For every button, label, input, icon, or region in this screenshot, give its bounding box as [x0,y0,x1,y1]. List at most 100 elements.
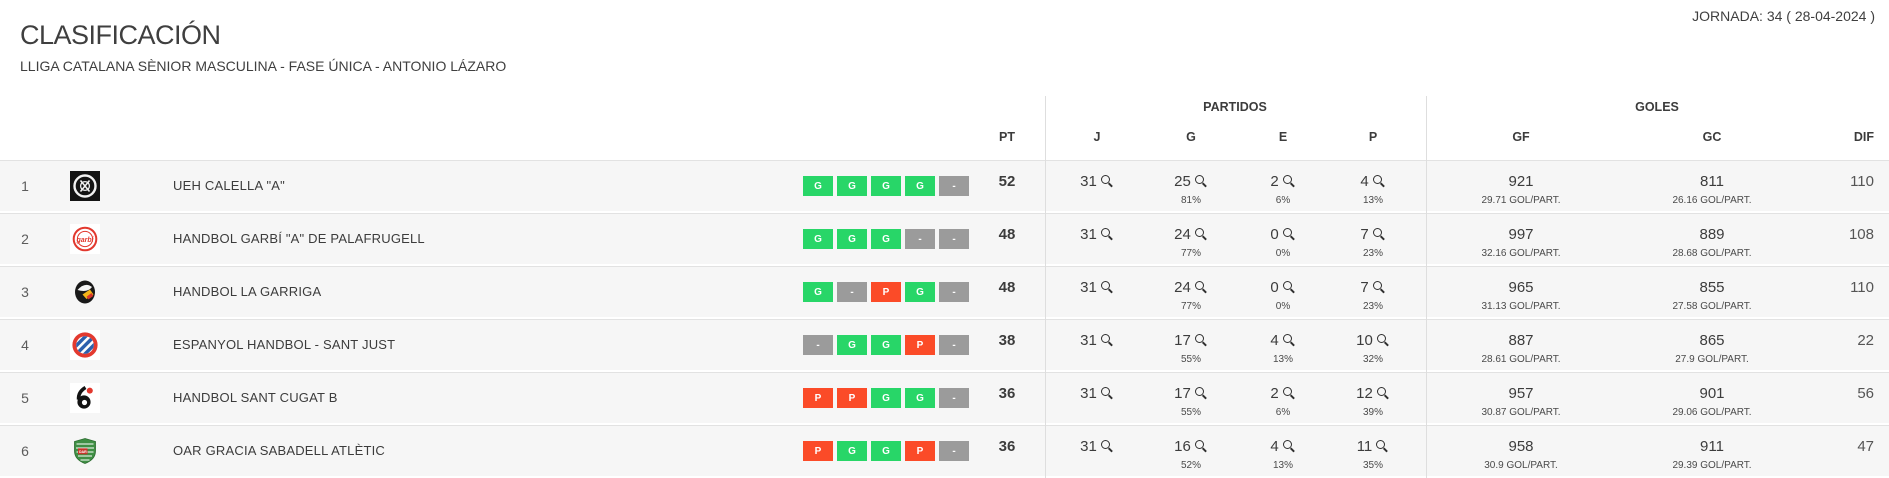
goal-difference-value: 110 [1850,173,1874,190]
losses-percent: 35% [1362,460,1383,471]
draws-percent: 6% [1275,407,1291,418]
goals-for-average: 30.87 GOL/PART. [1481,407,1561,418]
form-badge: - [939,335,969,355]
goals-for-average: 31.13 GOL/PART. [1481,301,1561,312]
magnifier-icon[interactable] [1194,387,1208,400]
losses-cell: 10 32% [1338,320,1408,371]
magnifier-icon[interactable] [1376,440,1389,453]
magnifier-icon[interactable] [1282,175,1296,188]
magnifier-icon[interactable] [1100,440,1114,453]
magnifier-icon[interactable] [1100,175,1114,188]
position-rank: 1 [21,178,29,194]
losses-cell: 12 39% [1338,373,1408,424]
wins-percent: 77% [1180,301,1201,312]
goal-difference-value: 110 [1850,279,1874,296]
goal-difference-value: 108 [1848,226,1874,243]
group-header-partidos: PARTIDOS [1203,100,1267,114]
team-logo [70,330,100,360]
goals-for-average: 28.61 GOL/PART. [1481,354,1561,365]
magnifier-icon[interactable] [1282,440,1296,453]
position-rank: 2 [21,231,29,247]
magnifier-icon[interactable] [1372,228,1386,241]
form-badge: P [837,388,867,408]
form-badge: - [939,388,969,408]
goals-against-value: 901 [1699,385,1725,402]
goals-against-average: 29.06 GOL/PART. [1672,407,1752,418]
divider-partidos [1045,96,1046,478]
goal-difference-value: 47 [1857,438,1874,455]
magnifier-icon[interactable] [1282,334,1296,347]
form-badge: - [939,229,969,249]
form-badge: G [837,176,867,196]
points-value: 38 [998,332,1016,349]
magnifier-icon[interactable] [1194,228,1208,241]
magnifier-icon[interactable] [1100,228,1114,241]
draws-value: 4 [1270,438,1279,455]
goal-difference-cell: 110 [1790,161,1874,212]
goals-for-value: 921 [1508,173,1534,190]
magnifier-icon[interactable] [1100,387,1114,400]
form-badge: - [803,335,833,355]
wins-cell: 17 55% [1156,320,1226,371]
magnifier-icon[interactable] [1372,281,1386,294]
goals-against-cell: 855 27.58 GOL/PART. [1637,267,1787,318]
losses-percent: 32% [1362,354,1383,365]
played-value: 31 [1080,226,1097,243]
points-value: 48 [998,279,1016,296]
losses-value: 10 [1356,332,1373,349]
losses-value: 11 [1356,438,1373,455]
played-value: 31 [1080,438,1097,455]
losses-value: 7 [1360,226,1369,243]
magnifier-icon[interactable] [1194,175,1208,188]
played-value: 31 [1080,385,1097,402]
magnifier-icon[interactable] [1376,334,1390,347]
magnifier-icon[interactable] [1282,281,1296,294]
svg-text:garbi: garbi [75,237,94,244]
form-badge: G [871,229,901,249]
magnifier-icon[interactable] [1282,228,1296,241]
form-badge: G [837,229,867,249]
form-badge: G [871,441,901,461]
points-value: 36 [998,385,1016,402]
draws-value: 0 [1270,279,1279,296]
points-value: 48 [998,226,1016,243]
played-value: 31 [1080,279,1097,296]
magnifier-icon[interactable] [1372,175,1386,188]
magnifier-icon[interactable] [1194,440,1208,453]
magnifier-icon[interactable] [1376,387,1390,400]
form-badge: G [803,176,833,196]
form-badge: G [871,388,901,408]
form-badge: - [837,282,867,302]
losses-cell: 7 23% [1338,267,1408,318]
goals-against-value: 811 [1700,173,1724,190]
points-value: 36 [998,438,1016,455]
goal-difference-value: 56 [1857,385,1874,402]
column-header-p: P [1368,130,1378,144]
goal-difference-value: 22 [1857,332,1874,349]
page-title: CLASIFICACIÓN [20,20,221,50]
goals-against-cell: 911 29.39 GOL/PART. [1637,426,1787,477]
magnifier-icon[interactable] [1194,334,1208,347]
column-header-gf: GF [1512,130,1530,144]
draws-value: 2 [1270,173,1279,190]
draws-cell: 2 6% [1248,373,1318,424]
goal-difference-cell: 110 [1790,267,1874,318]
goals-against-cell: 811 26.16 GOL/PART. [1637,161,1787,212]
goals-for-average: 30.9 GOL/PART. [1484,460,1558,471]
column-header-pt: PT [999,130,1015,144]
column-header-g: G [1186,130,1196,144]
form-badge: G [905,388,935,408]
magnifier-icon[interactable] [1194,281,1208,294]
magnifier-icon[interactable] [1100,334,1114,347]
goals-for-average: 32.16 GOL/PART. [1481,248,1561,259]
magnifier-icon[interactable] [1282,387,1296,400]
goals-for-value: 997 [1508,226,1534,243]
magnifier-icon[interactable] [1100,281,1114,294]
losses-value: 4 [1360,173,1369,190]
divider-goles [1426,96,1427,478]
goals-against-value: 855 [1699,279,1725,296]
played-cell: 31 [1067,373,1127,424]
